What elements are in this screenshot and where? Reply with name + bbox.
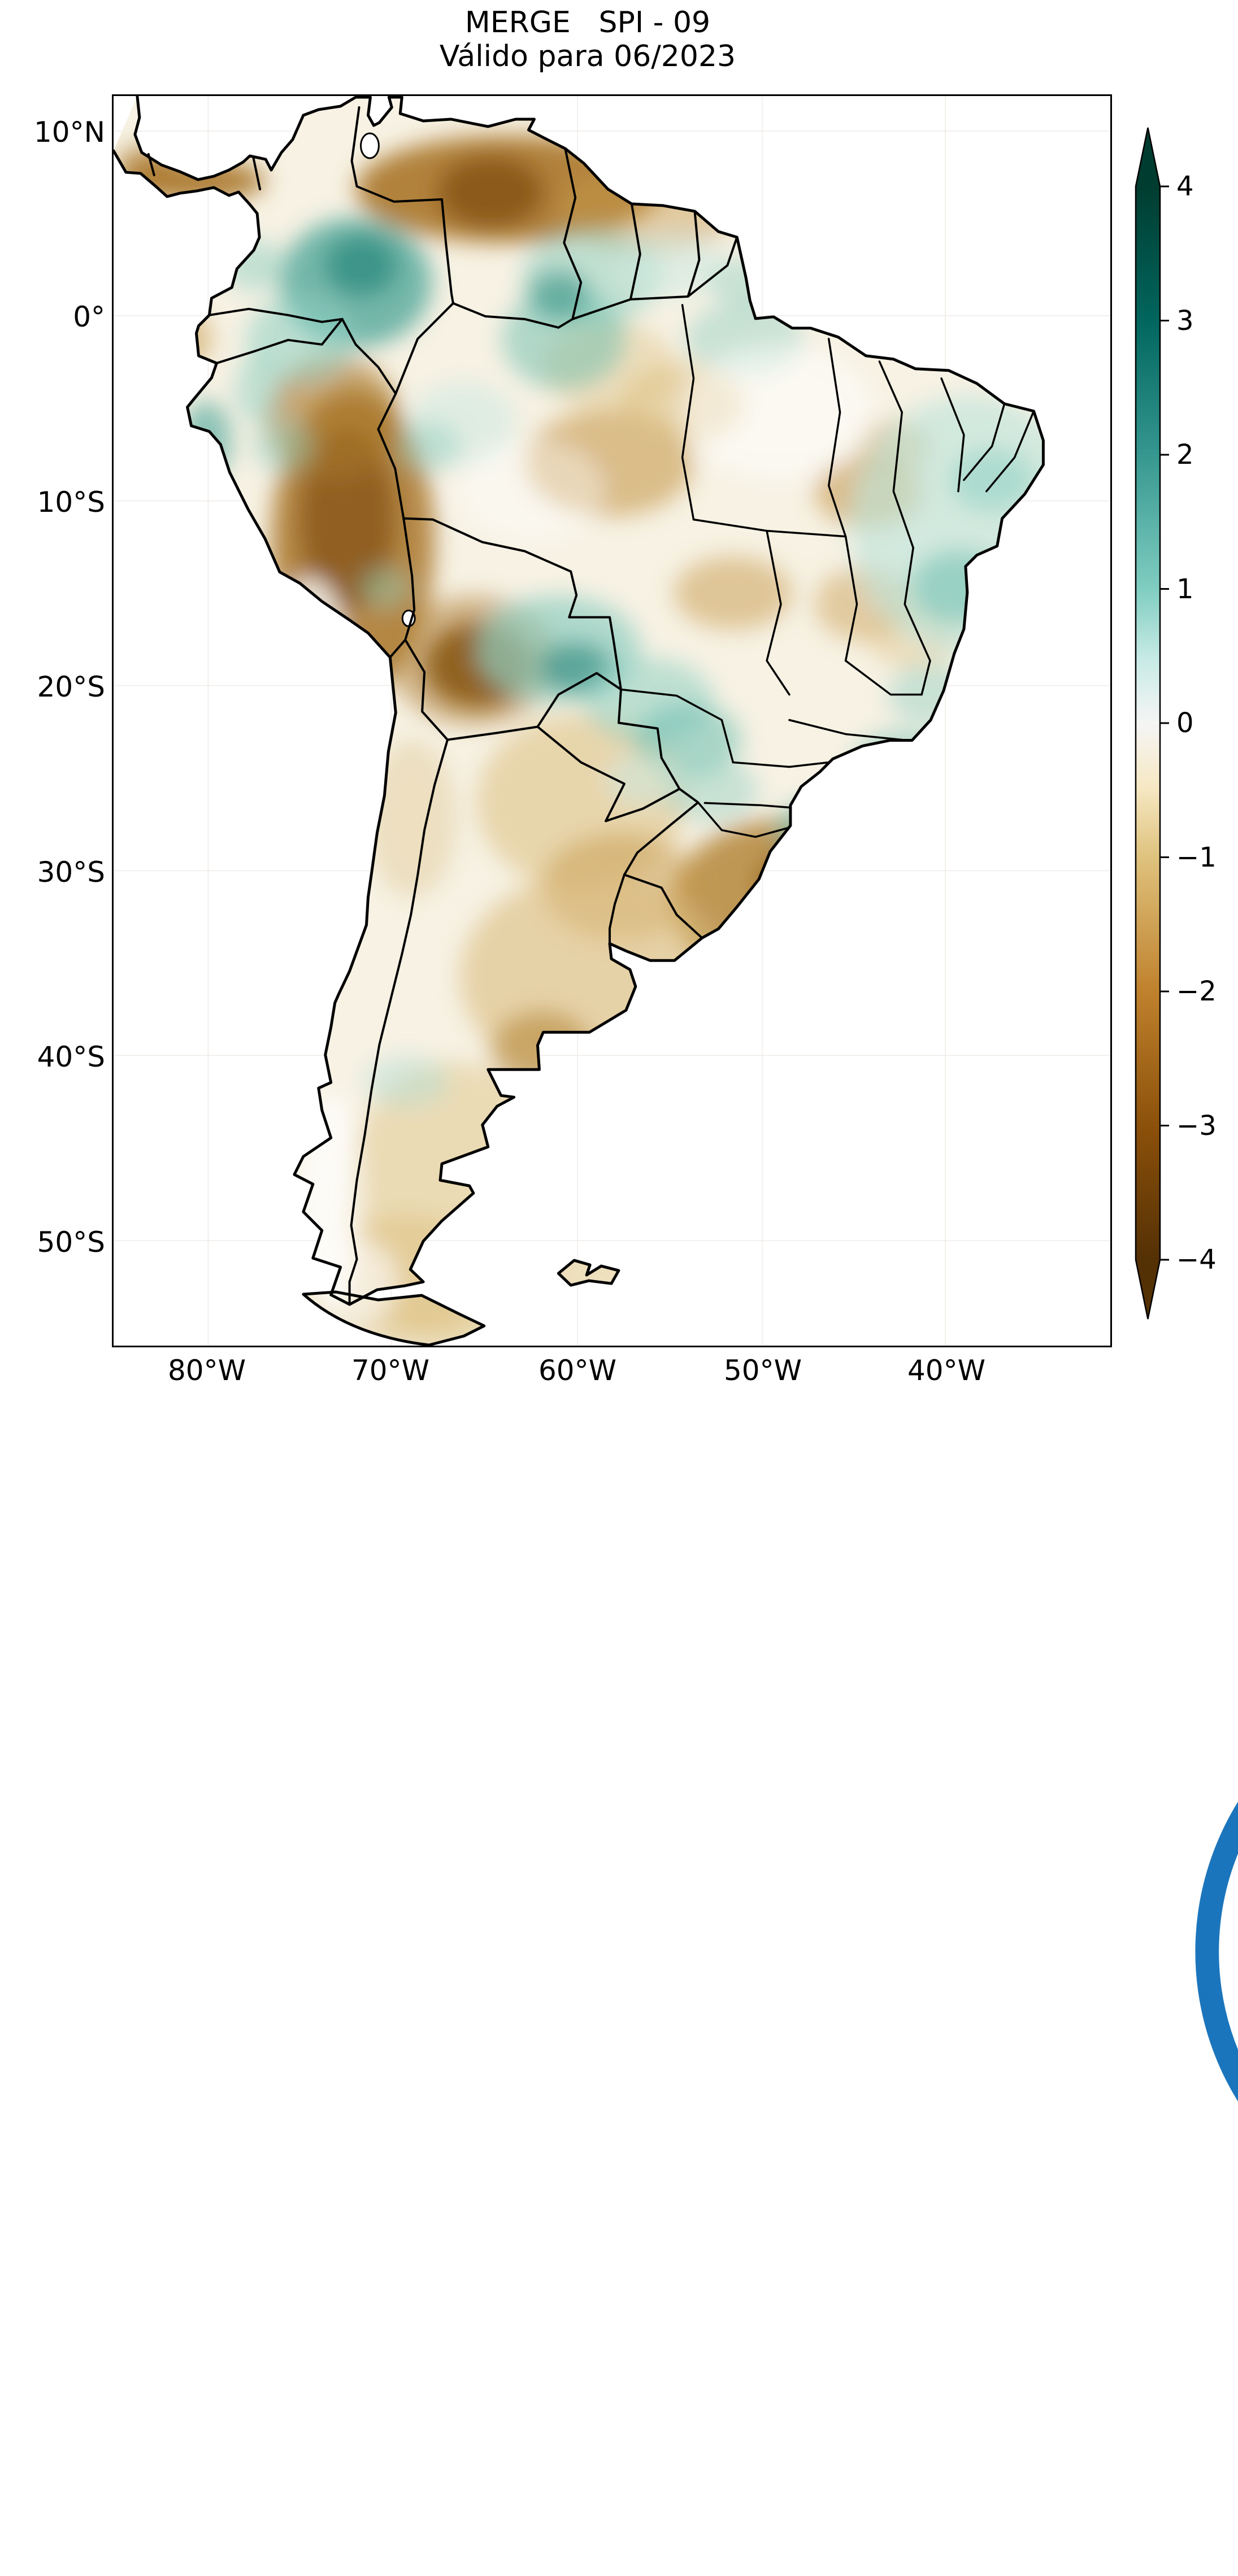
- y-tick-40S: 40°S: [37, 1041, 105, 1073]
- logo-outer-swirl-icon: [1195, 1802, 1238, 2102]
- page-title: MERGE SPI - 09: [464, 6, 711, 40]
- cb-tick-0: 0: [1176, 707, 1194, 739]
- cb-tick-4: 4: [1176, 171, 1194, 202]
- cb-tick-m4: −4: [1176, 1244, 1217, 1276]
- x-tick-40W: 40°W: [907, 1354, 986, 1387]
- x-tick-70W: 70°W: [351, 1354, 430, 1387]
- spi-map: [114, 96, 1110, 1346]
- coastline: [114, 96, 1045, 1346]
- y-tick-30S: 30°S: [37, 856, 105, 889]
- x-tick-80W: 80°W: [167, 1354, 246, 1387]
- y-tick-20S: 20°S: [37, 671, 105, 703]
- state-borders: [620, 304, 1035, 838]
- cb-tick-2: 2: [1176, 439, 1194, 471]
- inpe-logo: INPE: [1195, 1802, 1238, 2177]
- cb-tick-1: 1: [1176, 573, 1194, 605]
- colorbar-gradient-bar: [1135, 127, 1161, 1320]
- colorbar-ticks: [1160, 185, 1169, 1261]
- cb-tick-3: 3: [1176, 305, 1194, 337]
- x-tick-60W: 60°W: [538, 1354, 617, 1387]
- cb-tick-m2: −2: [1176, 976, 1217, 1007]
- y-tick-0: 0°: [73, 301, 105, 333]
- y-tick-50S: 50°S: [37, 1226, 105, 1259]
- y-tick-10S: 10°S: [37, 486, 105, 519]
- y-tick-10N: 10°N: [33, 116, 105, 149]
- title-block: MERGE SPI - 09 Válido para 06/2023: [88, 6, 1088, 73]
- map-canvas: INPE: [112, 94, 1238, 2177]
- cb-tick-m1: −1: [1176, 842, 1217, 873]
- cb-tick-m3: −3: [1176, 1110, 1217, 1142]
- page-subtitle: Válido para 06/2023: [439, 40, 736, 73]
- country-borders: [147, 106, 739, 1306]
- colorbar: [1135, 127, 1169, 1320]
- x-tick-50W: 50°W: [723, 1354, 802, 1387]
- spi-anomaly-field: [116, 135, 1044, 1344]
